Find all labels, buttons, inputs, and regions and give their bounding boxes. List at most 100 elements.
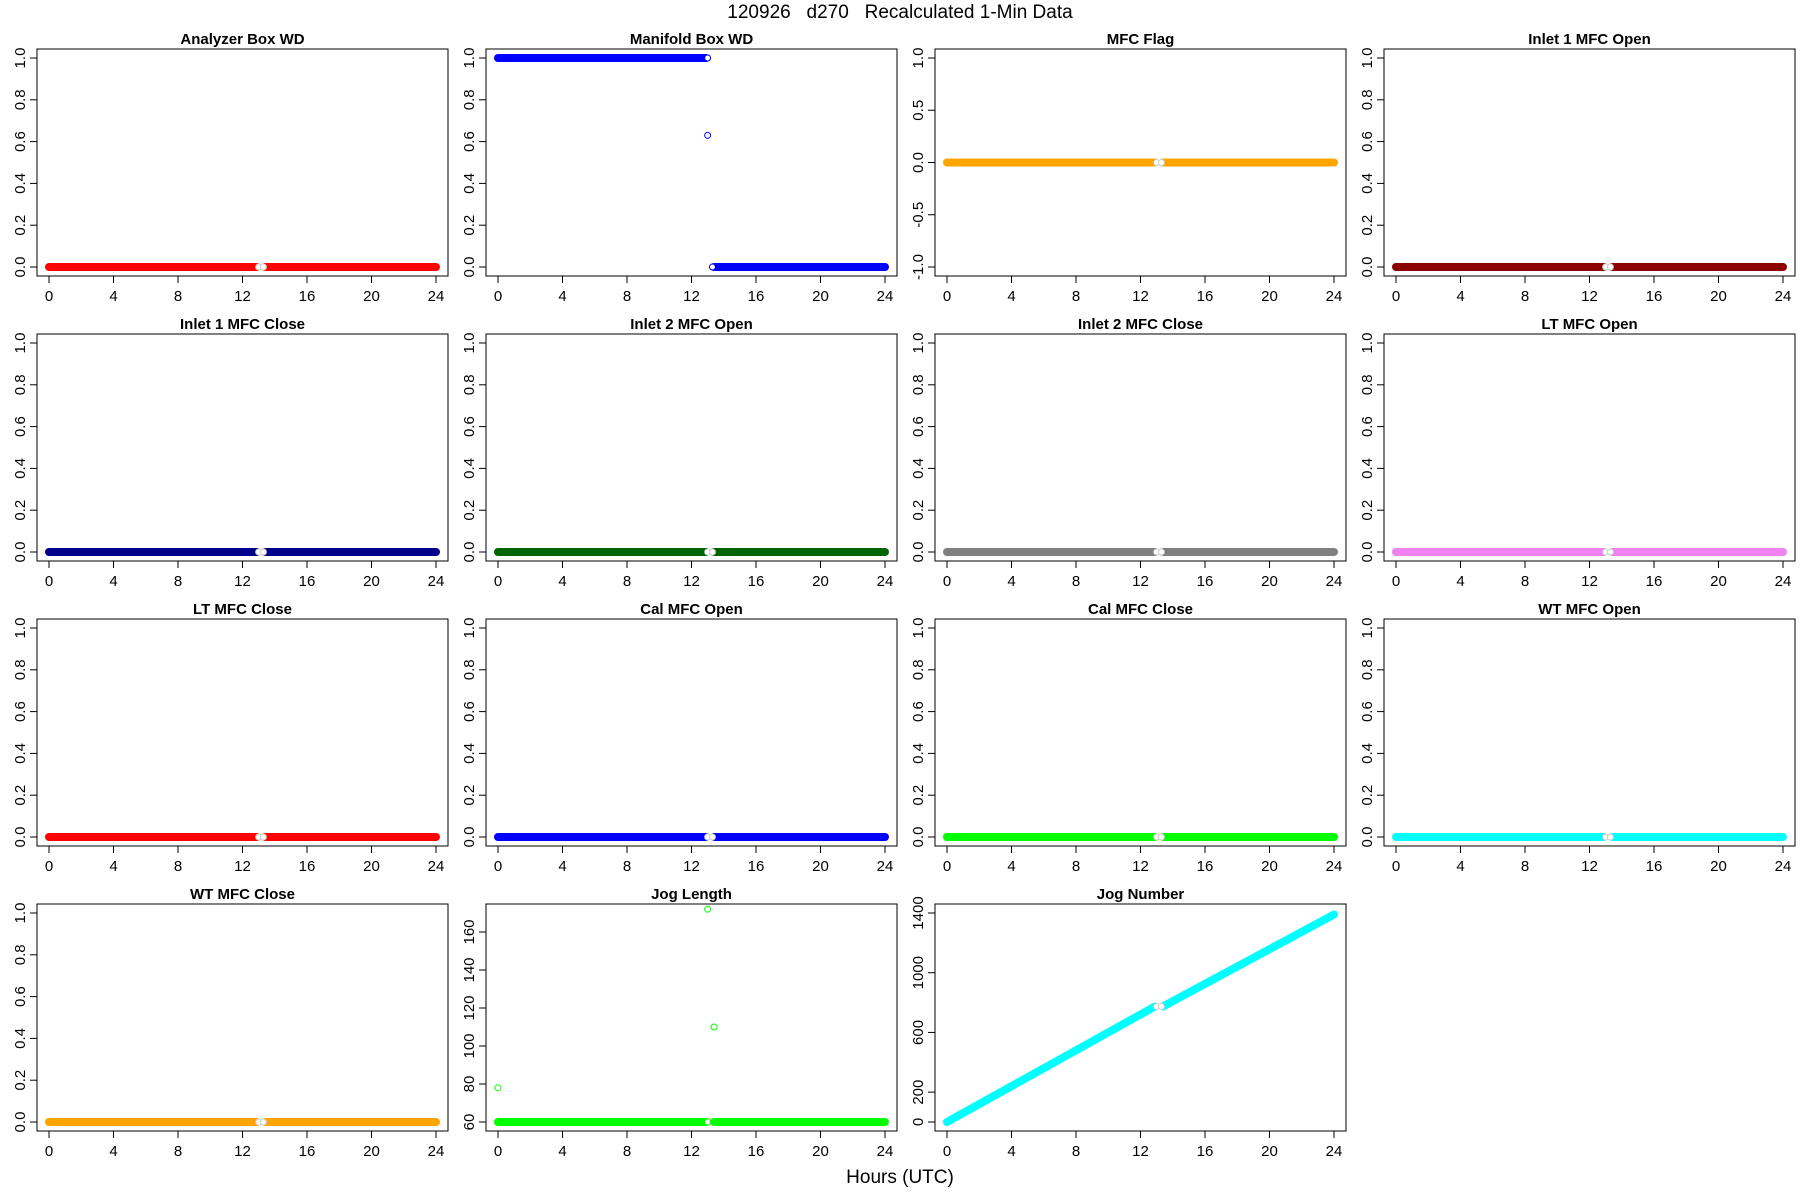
x-tick-label: 16 [299,573,316,590]
gap-point [259,548,267,556]
x-tick-label: 20 [812,573,829,590]
x-tick-label: 24 [1775,573,1792,590]
x-tick-label: 12 [1132,1143,1149,1160]
chart-svg: 0 4 8 12 16 20 24 60 80 100 120 140 160 [461,903,898,1160]
y-tick-label: 0.6 [1359,131,1376,152]
y-tick-label: 0.6 [1359,416,1376,437]
chart-panel: Manifold Box WD 0 4 8 12 16 20 24 0.0 0.2 0.4 0.6 0.… [449,27,903,316]
chart-title: Manifold Box WD [629,31,754,48]
x-tick-label: 0 [1392,858,1400,875]
x-tick-label: 0 [45,1143,53,1160]
chart-title: Jog Number [1096,886,1185,903]
x-tick-label: 4 [1007,1143,1015,1160]
gap-point [1157,1002,1165,1010]
chart-svg: 0 4 8 12 16 20 24 -1.0 -0.5 0.0 0.5 1.0 [910,48,1347,305]
chart-panel: Analyzer Box WD 0 4 8 12 16 20 24 0.0 0.2 0.4 0.6 0.… [0,27,454,316]
y-tick-label: 0.8 [461,659,478,680]
chart-title: LT MFC Close [193,601,292,618]
y-tick-label: 0.2 [1359,500,1376,521]
y-tick-label: 0.2 [12,1070,29,1091]
y-tick-label: 0.6 [12,701,29,722]
y-tick-label: -1.0 [910,254,927,280]
x-tick-label: 20 [1710,288,1727,305]
x-tick-label: 16 [1646,858,1663,875]
plot-frame [485,618,898,847]
x-axis-label: Hours (UTC) [846,1167,954,1188]
chart-title: LT MFC Open [1541,316,1638,333]
y-tick-label: 140 [461,957,478,982]
y-tick-label: 0.0 [910,542,927,563]
y-tick-label: 0.2 [461,500,478,521]
y-tick-label: 0.2 [910,785,927,806]
y-tick-label: 0.0 [910,827,927,848]
data-point [704,131,712,139]
x-tick-label: 12 [683,1143,700,1160]
chart-panel: Inlet 1 MFC Open 0 4 8 12 16 20 24 0.0 0.2 0.4 0.6 0… [1347,27,1800,316]
x-tick-label: 20 [1261,858,1278,875]
chart-panel: MFC Flag 0 4 8 12 16 20 24 -1.0 -0.5 0.0 0.5 1.0 [898,27,1352,316]
plot-frame [934,618,1347,847]
y-tick-label: 1.0 [12,333,29,354]
y-tick-label: 0.8 [910,374,927,395]
y-tick-label: 0.6 [12,416,29,437]
x-tick-label: 24 [877,1143,894,1160]
y-tick-label: 0.4 [1359,173,1376,194]
x-tick-label: 16 [1197,288,1214,305]
x-tick-label: 8 [174,288,182,305]
x-tick-label: 12 [683,858,700,875]
plot-frame [1383,618,1796,847]
x-tick-label: 8 [174,1143,182,1160]
x-tick-label: 4 [558,573,566,590]
x-tick-label: 8 [1072,858,1080,875]
chart-title: Cal MFC Close [1087,601,1193,618]
y-tick-label: 1400 [910,896,927,929]
x-tick-label: 12 [1581,288,1598,305]
x-tick-label: 0 [943,288,951,305]
x-tick-label: 8 [1521,288,1529,305]
plot-frame [36,618,449,847]
gap-point [1157,833,1165,841]
y-tick-label: 0.4 [1359,743,1376,764]
x-tick-label: 20 [812,858,829,875]
y-tick-label: 0.4 [910,458,927,479]
x-tick-label: 8 [1521,573,1529,590]
x-tick-label: 0 [45,288,53,305]
chart-svg: 0 4 8 12 16 20 24 0 200 600 1000 1400 [910,896,1347,1160]
x-tick-label: 12 [1581,573,1598,590]
x-tick-label: 8 [623,288,631,305]
y-tick-label: 200 [910,1080,927,1105]
x-tick-label: 8 [1072,573,1080,590]
y-tick-label: 80 [461,1076,478,1093]
y-tick-label: 0.8 [12,374,29,395]
y-tick-label: 0.4 [461,743,478,764]
gap-point [1606,548,1614,556]
x-tick-label: 0 [943,858,951,875]
y-tick-label: 0.0 [910,152,927,173]
x-tick-label: 12 [234,858,251,875]
x-tick-label: 0 [1392,288,1400,305]
x-tick-label: 4 [1007,858,1015,875]
x-tick-label: 16 [1197,1143,1214,1160]
y-tick-label: 1.0 [1359,618,1376,639]
y-tick-label: 0.8 [461,374,478,395]
x-tick-label: 24 [428,573,445,590]
chart-svg: 0 4 8 12 16 20 24 0.0 0.2 0.4 0.6 0.8 1.0 [1359,333,1796,590]
x-tick-label: 24 [428,288,445,305]
x-tick-label: 8 [1072,1143,1080,1160]
y-tick-label: 0.0 [461,257,478,278]
y-tick-label: 100 [461,1033,478,1058]
gap-point [259,1118,267,1126]
x-tick-label: 12 [683,288,700,305]
chart-title: Inlet 1 MFC Open [1528,31,1651,48]
y-tick-label: 0.8 [910,659,927,680]
y-tick-label: 0.2 [1359,215,1376,236]
x-tick-label: 20 [363,1143,380,1160]
y-tick-label: 1.0 [910,333,927,354]
plot-frame [934,333,1347,562]
y-tick-label: 0.5 [910,100,927,121]
chart-title: Inlet 1 MFC Close [179,316,306,333]
x-tick-label: 12 [234,1143,251,1160]
x-tick-label: 16 [299,858,316,875]
x-tick-label: 0 [494,858,502,875]
x-tick-label: 20 [812,1143,829,1160]
